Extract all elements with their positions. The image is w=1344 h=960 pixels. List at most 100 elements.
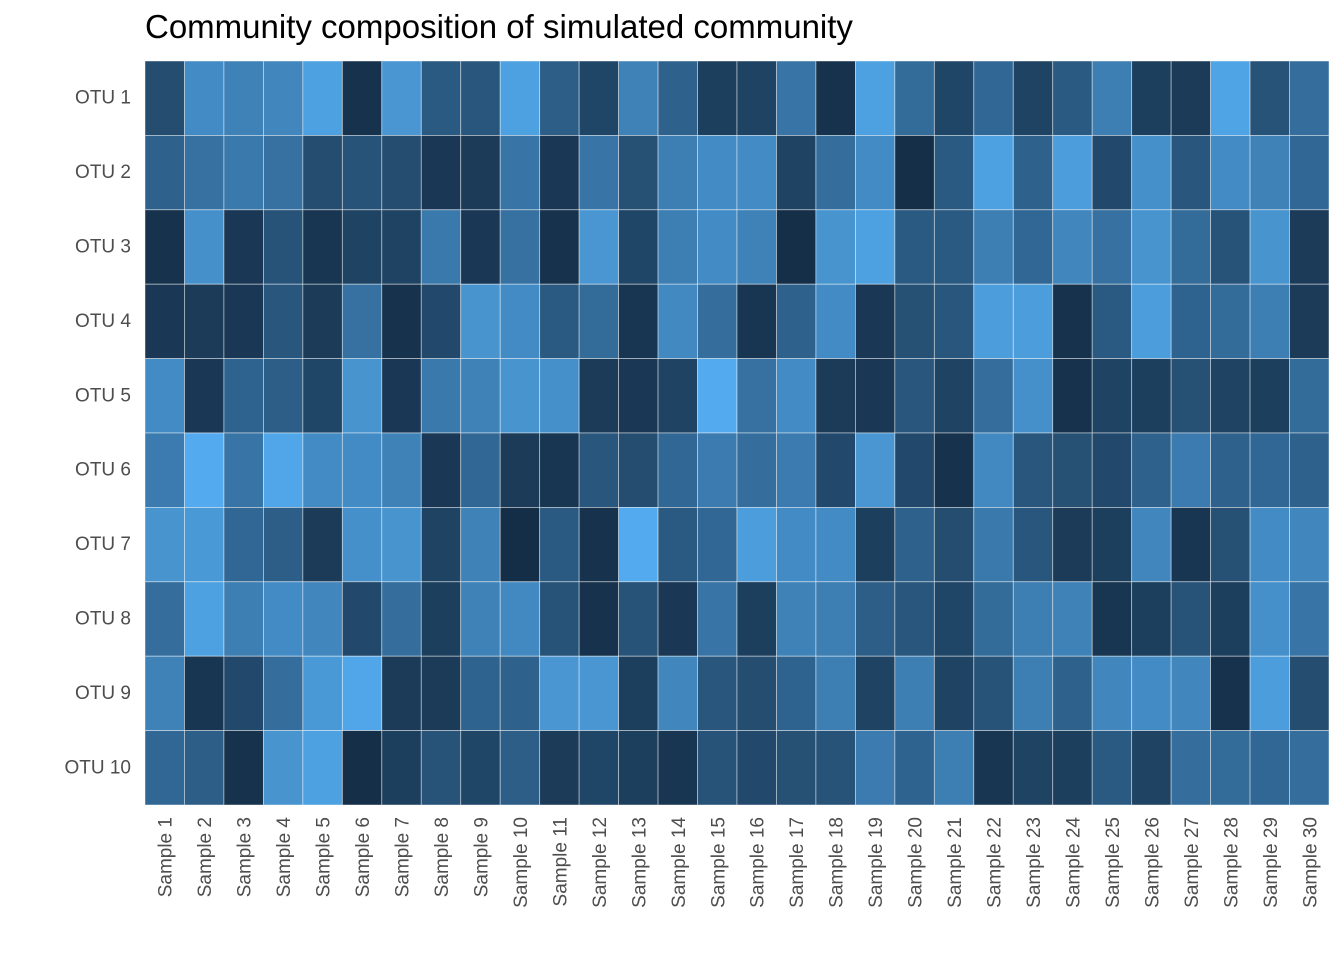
heatmap-cell — [1052, 730, 1093, 806]
heatmap-cell — [144, 134, 185, 211]
heatmap-cell — [776, 60, 817, 136]
heatmap-cell — [341, 655, 383, 732]
heatmap-cell — [776, 358, 817, 434]
heatmap-cell — [1091, 358, 1133, 434]
heatmap-cell — [736, 209, 777, 285]
x-tick-label: Sample 14 — [669, 817, 690, 908]
heatmap-cell — [1012, 134, 1054, 211]
heatmap-cell — [1012, 730, 1054, 806]
x-tick-label: Sample 6 — [353, 817, 374, 897]
heatmap-cell — [1091, 581, 1133, 657]
heatmap-cell — [1012, 506, 1054, 583]
heatmap-cell — [973, 506, 1014, 583]
heatmap-cell — [1249, 655, 1290, 732]
heatmap-cell — [460, 432, 501, 508]
heatmap-cell — [578, 134, 620, 211]
heatmap-cell — [618, 358, 659, 434]
heatmap-cell — [539, 60, 580, 136]
x-tick-label: Sample 25 — [1103, 817, 1124, 908]
heatmap-cell — [184, 134, 225, 211]
heatmap-cell — [341, 581, 383, 657]
heatmap-cell — [1091, 134, 1133, 211]
heatmap-cell — [539, 209, 580, 285]
heatmap-cell — [1249, 209, 1290, 285]
heatmap-cell — [420, 358, 462, 434]
x-tick-label: Sample 27 — [1182, 817, 1203, 908]
x-tick-label: Sample 22 — [985, 817, 1006, 908]
heatmap-cell — [539, 655, 580, 732]
heatmap-cell — [420, 60, 462, 136]
heatmap-cell — [894, 134, 935, 211]
heatmap-cell — [657, 506, 698, 583]
heatmap-cell — [815, 209, 856, 285]
heatmap-cell — [1052, 283, 1093, 360]
heatmap-cell — [657, 283, 698, 360]
heatmap-cell — [1170, 655, 1211, 732]
heatmap-cell — [618, 432, 659, 508]
heatmap-cell — [855, 730, 896, 806]
heatmap-cell — [1170, 432, 1211, 508]
heatmap-cell — [933, 730, 975, 806]
heatmap-cell — [1091, 655, 1133, 732]
heatmap-cell — [736, 730, 777, 806]
heatmap-cells — [144, 60, 1330, 806]
heatmap-cell — [341, 506, 383, 583]
heatmap-cell — [894, 432, 935, 508]
heatmap-cell — [499, 134, 541, 211]
y-tick-label: OTU 10 — [64, 757, 131, 778]
x-tick-label: Sample 20 — [906, 817, 927, 908]
x-tick-label: Sample 30 — [1300, 817, 1321, 908]
heatmap-cell — [223, 730, 264, 806]
heatmap-cell — [1249, 432, 1290, 508]
heatmap-cell — [933, 283, 975, 360]
heatmap-cell — [302, 730, 343, 806]
heatmap-cell — [184, 358, 225, 434]
x-tick-label: Sample 5 — [314, 817, 335, 897]
heatmap-cell — [578, 358, 620, 434]
heatmap-cell — [1289, 134, 1330, 211]
y-axis-tick-labels: OTU 1 OTU 2 OTU 3 OTU 4 OTU 5 OTU 6 OTU 7 OTU 8… — [64, 88, 131, 779]
heatmap-cell — [855, 60, 896, 136]
heatmap-cell — [1170, 134, 1211, 211]
heatmap-cell — [855, 358, 896, 434]
heatmap-cell — [894, 581, 935, 657]
heatmap-cell — [223, 655, 264, 732]
heatmap-cell — [1289, 730, 1330, 806]
heatmap-cell — [1131, 581, 1172, 657]
heatmap-cell — [144, 358, 185, 434]
heatmap-cell — [144, 283, 185, 360]
x-tick-label: Sample 29 — [1261, 817, 1282, 908]
heatmap-cell — [1289, 60, 1330, 136]
heatmap-cell — [736, 358, 777, 434]
heatmap-cell — [1091, 209, 1133, 285]
heatmap-cell — [657, 581, 698, 657]
x-tick-label: Sample 7 — [393, 817, 414, 897]
heatmap-cell — [1012, 358, 1054, 434]
x-tick-label: Sample 3 — [235, 817, 256, 897]
heatmap-cell — [460, 581, 501, 657]
y-tick-label: OTU 4 — [75, 311, 131, 332]
heatmap-cell — [1052, 358, 1093, 434]
heatmap-cell — [657, 60, 698, 136]
heatmap-cell — [539, 432, 580, 508]
heatmap-cell — [697, 209, 738, 285]
heatmap-cell — [1210, 655, 1251, 732]
heatmap-cell — [262, 655, 304, 732]
heatmap-cell — [1170, 358, 1211, 434]
heatmap-cell — [933, 506, 975, 583]
heatmap-cell — [420, 209, 462, 285]
heatmap-cell — [1170, 506, 1211, 583]
heatmap-cell — [262, 358, 304, 434]
heatmap-cell — [815, 358, 856, 434]
heatmap-cell — [736, 134, 777, 211]
heatmap-cell — [657, 358, 698, 434]
heatmap-cell — [973, 432, 1014, 508]
heatmap-cell — [1052, 209, 1093, 285]
heatmap-cell — [341, 60, 383, 136]
heatmap-cell — [657, 432, 698, 508]
heatmap-cell — [973, 283, 1014, 360]
heatmap-cell — [1131, 134, 1172, 211]
heatmap-cell — [776, 432, 817, 508]
heatmap-cell — [499, 60, 541, 136]
heatmap-cell — [578, 60, 620, 136]
